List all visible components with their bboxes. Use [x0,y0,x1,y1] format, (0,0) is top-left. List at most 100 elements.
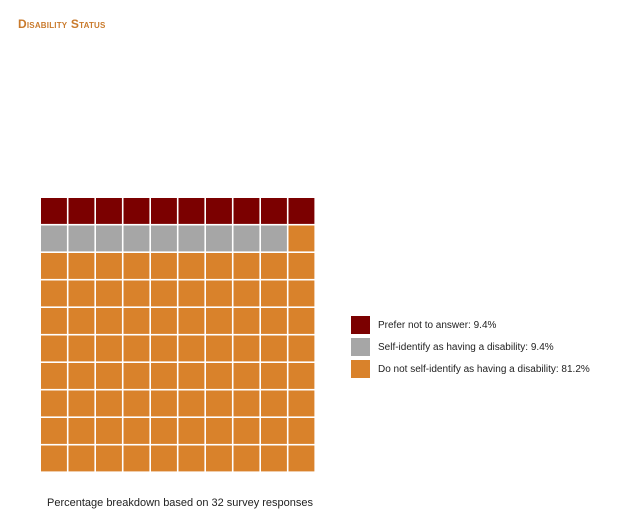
legend-label-self-identify: Self-identify as having a disability: 9.… [378,341,554,353]
waffle-cell [288,253,315,279]
footnote: Percentage breakdown based on 32 survey … [47,497,314,509]
waffle-cell [68,280,95,307]
waffle-cell [151,418,177,444]
waffle-cell [178,198,205,224]
waffle-cell [41,335,67,362]
waffle-cell [123,363,150,389]
waffle-cell [96,363,122,389]
waffle-cell [206,225,232,252]
waffle-cell [261,253,287,279]
waffle-cell [41,363,67,389]
legend-label-not-self-identify: Do not self-identify as having a disabil… [378,363,590,375]
waffle-cell [151,390,177,417]
waffle-cell [68,308,95,334]
legend-item-self-identify: Self-identify as having a disability: 9.… [351,338,590,356]
waffle-cell [206,445,232,472]
waffle-cell [96,308,122,334]
waffle-cell [151,280,177,307]
waffle-cell [41,308,67,334]
waffle-cell [233,308,260,334]
waffle-cell [123,308,150,334]
waffle-cell [233,390,260,417]
waffle-cell [151,198,177,224]
waffle-cell [178,363,205,389]
waffle-cell [288,390,315,417]
waffle-cell [206,335,232,362]
waffle-cell [151,445,177,472]
waffle-cell [41,253,67,279]
legend-item-prefer-not: Prefer not to answer: 9.4% [351,316,590,334]
waffle-cell [41,198,67,224]
waffle-cell [151,253,177,279]
waffle-cell [96,335,122,362]
waffle-cell [68,363,95,389]
waffle-cell [261,308,287,334]
waffle-cell [178,390,205,417]
waffle-cell [233,225,260,252]
waffle-cell [233,335,260,362]
waffle-cell [178,253,205,279]
waffle-cell [123,253,150,279]
waffle-cell [206,418,232,444]
waffle-cell [96,445,122,472]
waffle-cell [96,253,122,279]
waffle-cell [178,445,205,472]
waffle-cell [261,363,287,389]
chart-title: Disability Status [18,17,106,31]
legend-swatch-prefer-not [351,316,370,334]
waffle-cell [123,418,150,444]
waffle-cell [206,308,232,334]
waffle-cell [151,225,177,252]
legend-label-prefer-not: Prefer not to answer: 9.4% [378,319,497,331]
waffle-cell [288,445,315,472]
waffle-cell [261,335,287,362]
waffle-cell [68,335,95,362]
waffle-cell [288,198,315,224]
waffle-cell [96,225,122,252]
waffle-cell [261,280,287,307]
waffle-cell [233,363,260,389]
waffle-cell [178,335,205,362]
waffle-cell [151,335,177,362]
waffle-cell [41,445,67,472]
waffle-cell [151,363,177,389]
waffle-cell [233,445,260,472]
waffle-cell [233,280,260,307]
waffle-cell [123,225,150,252]
waffle-cell [233,198,260,224]
legend: Prefer not to answer: 9.4% Self-identify… [351,316,590,382]
waffle-cell [288,225,315,252]
waffle-cell [123,445,150,472]
waffle-cell [206,280,232,307]
waffle-cell [96,390,122,417]
waffle-cell [288,335,315,362]
waffle-cell [68,418,95,444]
waffle-cell [151,308,177,334]
waffle-cell [178,418,205,444]
legend-swatch-not-self-identify [351,360,370,378]
waffle-cell [68,225,95,252]
waffle-cell [288,280,315,307]
waffle-cell [96,280,122,307]
waffle-cell [96,198,122,224]
waffle-cell [233,418,260,444]
legend-item-not-self-identify: Do not self-identify as having a disabil… [351,360,590,378]
waffle-cell [178,225,205,252]
waffle-cell [206,198,232,224]
waffle-cell [178,280,205,307]
waffle-cell [206,253,232,279]
waffle-cell [41,280,67,307]
waffle-cell [41,225,67,252]
waffle-cell [288,308,315,334]
waffle-cell [41,390,67,417]
waffle-cell [123,280,150,307]
waffle-cell [261,418,287,444]
waffle-cell [96,418,122,444]
waffle-cell [288,363,315,389]
waffle-cell [261,225,287,252]
waffle-cell [68,253,95,279]
waffle-cell [123,390,150,417]
legend-swatch-self-identify [351,338,370,356]
waffle-cell [206,390,232,417]
waffle-cell [261,445,287,472]
